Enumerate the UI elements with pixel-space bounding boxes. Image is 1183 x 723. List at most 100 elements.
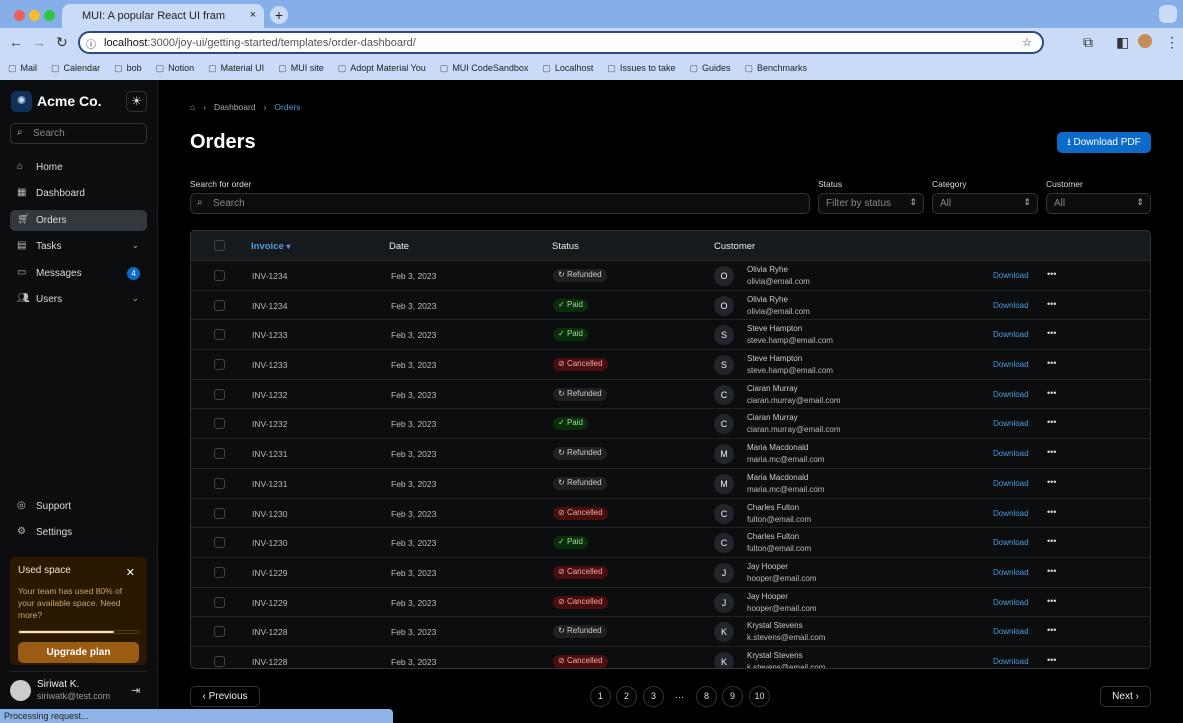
- more-horizontal-icon[interactable]: •••: [1047, 536, 1057, 547]
- maximize-window-button[interactable]: [44, 10, 55, 21]
- tab-search-button[interactable]: ⌄: [1159, 5, 1177, 23]
- upgrade-plan-button[interactable]: Upgrade plan: [18, 642, 139, 663]
- download-link[interactable]: Download: [993, 508, 1029, 518]
- invoice-sort-header[interactable]: Invoice ▾: [251, 241, 290, 252]
- bookmark-item[interactable]: ▢ Mail: [8, 63, 37, 74]
- close-icon[interactable]: ✕: [125, 567, 135, 579]
- more-horizontal-icon[interactable]: •••: [1047, 269, 1057, 279]
- sidebar-item-messages[interactable]: ▭ Messages 4: [10, 263, 147, 284]
- sidebar-search-input[interactable]: ⌕ Search: [10, 123, 147, 144]
- row-checkbox[interactable]: [214, 566, 225, 578]
- menu-icon[interactable]: ⋮: [1165, 34, 1179, 50]
- download-link[interactable]: Download: [993, 538, 1029, 548]
- download-link[interactable]: Download: [993, 419, 1029, 429]
- bookmark-item[interactable]: ▢ Benchmarks: [745, 63, 808, 74]
- page-button[interactable]: 10: [749, 686, 770, 707]
- reload-icon[interactable]: ↻: [56, 34, 68, 50]
- download-link[interactable]: Download: [993, 360, 1029, 370]
- bookmark-item[interactable]: ▢ Notion: [156, 63, 195, 74]
- bookmark-item[interactable]: ▢ MUI CodeSandbox: [440, 63, 529, 74]
- bookmark-star-icon[interactable]: ☆: [1022, 37, 1032, 49]
- theme-toggle-button[interactable]: ☀: [126, 91, 147, 112]
- download-link[interactable]: Download: [993, 478, 1029, 488]
- order-search-input[interactable]: ⌕ Search: [190, 193, 810, 214]
- row-checkbox[interactable]: [214, 507, 225, 519]
- download-link[interactable]: Download: [993, 300, 1029, 310]
- sidebar-item-dashboard[interactable]: ▦ Dashboard: [10, 183, 147, 204]
- select-all-checkbox[interactable]: [214, 240, 225, 251]
- profile-avatar[interactable]: [1138, 34, 1152, 48]
- row-checkbox[interactable]: [214, 655, 225, 667]
- new-tab-button[interactable]: +: [270, 6, 288, 24]
- download-link[interactable]: Download: [993, 449, 1029, 459]
- row-checkbox[interactable]: [214, 596, 225, 608]
- bookmark-item[interactable]: ▢ Localhost: [542, 63, 593, 74]
- page-button[interactable]: 2: [616, 686, 637, 707]
- sidebar-item-settings[interactable]: ⚙ Settings: [10, 522, 147, 543]
- more-horizontal-icon[interactable]: •••: [1047, 565, 1057, 576]
- logout-icon[interactable]: ⇥: [131, 685, 141, 697]
- page-button[interactable]: 1: [590, 686, 611, 707]
- chevron-down-icon[interactable]: ⌄: [131, 240, 139, 251]
- more-horizontal-icon[interactable]: •••: [1047, 328, 1057, 339]
- more-horizontal-icon[interactable]: •••: [1047, 654, 1057, 665]
- download-pdf-button[interactable]: ⭳ Download PDF: [1057, 132, 1151, 153]
- download-link[interactable]: Download: [993, 597, 1029, 607]
- previous-button[interactable]: ‹ Previous: [190, 686, 260, 707]
- sidebar-item-tasks[interactable]: ▤ Tasks ⌄: [10, 236, 147, 257]
- sidebar-item-home[interactable]: ⌂ Home: [10, 157, 147, 178]
- next-button[interactable]: Next ›: [1100, 686, 1151, 707]
- bookmark-item[interactable]: ▢ Calendar: [51, 63, 100, 74]
- chevron-down-icon[interactable]: ⌄: [131, 293, 139, 303]
- bookmark-item[interactable]: ▢ Guides: [689, 63, 730, 74]
- row-checkbox[interactable]: [214, 359, 225, 371]
- download-link[interactable]: Download: [993, 389, 1029, 399]
- home-icon[interactable]: ⌂: [190, 102, 196, 112]
- row-checkbox[interactable]: [214, 329, 225, 341]
- status-select[interactable]: Filter by status ⇕: [818, 193, 924, 214]
- row-checkbox[interactable]: [214, 537, 225, 549]
- side-panel-icon[interactable]: ◧: [1116, 34, 1130, 50]
- bookmark-item[interactable]: ▢ Adopt Material You: [338, 63, 426, 74]
- download-link[interactable]: Download: [993, 656, 1029, 666]
- row-checkbox[interactable]: [214, 299, 225, 311]
- download-link[interactable]: Download: [993, 330, 1029, 340]
- row-checkbox[interactable]: [214, 477, 225, 489]
- download-link[interactable]: Download: [993, 567, 1029, 577]
- close-window-button[interactable]: [14, 10, 25, 21]
- page-button[interactable]: 8: [696, 686, 717, 707]
- back-icon[interactable]: ←: [9, 34, 23, 50]
- row-checkbox[interactable]: [214, 388, 225, 400]
- bookmark-item[interactable]: ▢ Material UI: [208, 63, 264, 74]
- download-link[interactable]: Download: [993, 271, 1029, 280]
- more-horizontal-icon[interactable]: •••: [1047, 417, 1057, 428]
- more-horizontal-icon[interactable]: •••: [1047, 358, 1057, 369]
- address-bar[interactable]: localhost:3000/joy-ui/getting-started/te…: [78, 31, 1044, 54]
- bookmark-item[interactable]: ▢ Issues to take: [607, 63, 675, 74]
- more-horizontal-icon[interactable]: •••: [1047, 506, 1057, 517]
- page-button[interactable]: 9: [722, 686, 743, 707]
- category-select[interactable]: All ⇕: [932, 193, 1038, 214]
- page-button[interactable]: 3: [643, 686, 664, 707]
- row-checkbox[interactable]: [214, 626, 225, 638]
- forward-icon[interactable]: →: [32, 34, 46, 50]
- close-tab-icon[interactable]: ×: [249, 9, 256, 21]
- sidebar-item-users[interactable]: 👥︎ Users ⌄: [10, 289, 147, 310]
- customer-select[interactable]: All ⇕: [1046, 193, 1151, 214]
- row-checkbox[interactable]: [214, 270, 225, 281]
- extensions-icon[interactable]: ⧉: [1083, 34, 1093, 50]
- minimize-window-button[interactable]: [29, 10, 40, 21]
- sidebar-item-orders[interactable]: 🛒︎ Orders: [10, 209, 147, 231]
- site-info-icon[interactable]: ⓘ: [86, 40, 96, 51]
- more-horizontal-icon[interactable]: •••: [1047, 298, 1057, 309]
- more-horizontal-icon[interactable]: •••: [1047, 476, 1057, 487]
- more-horizontal-icon[interactable]: •••: [1047, 625, 1057, 636]
- row-checkbox[interactable]: [214, 418, 225, 430]
- breadcrumb-dashboard[interactable]: Dashboard: [213, 102, 256, 112]
- row-checkbox[interactable]: [214, 448, 225, 460]
- bookmark-item[interactable]: ▢ bob: [114, 63, 142, 74]
- more-horizontal-icon[interactable]: •••: [1047, 595, 1057, 606]
- bookmark-item[interactable]: ▢ MUI site: [278, 63, 324, 74]
- more-horizontal-icon[interactable]: •••: [1047, 387, 1057, 398]
- more-horizontal-icon[interactable]: •••: [1047, 447, 1057, 458]
